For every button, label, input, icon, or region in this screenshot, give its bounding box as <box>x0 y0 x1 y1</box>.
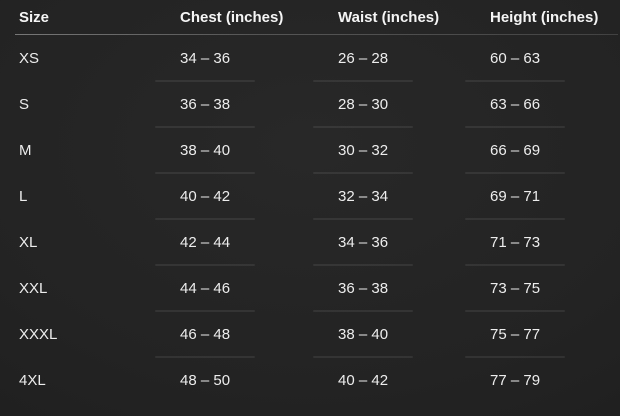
waist-cell: 30 – 32 <box>313 127 490 174</box>
table-row: XS 34 – 36 26 – 28 60 – 63 <box>0 35 620 82</box>
height-cell: 69 – 71 <box>465 173 620 220</box>
height-cell: 77 – 79 <box>490 371 541 389</box>
size-cell: S <box>19 95 30 113</box>
height-cell: 71 – 73 <box>465 219 620 266</box>
height-cell: 75 – 77 <box>465 311 620 358</box>
height-cell: 73 – 75 <box>465 265 620 312</box>
waist-cell: 38 – 40 <box>313 311 490 358</box>
chest-cell: 48 – 50 <box>180 371 231 389</box>
waist-cell: 26 – 28 <box>313 35 490 82</box>
waist-cell: 40 – 42 <box>338 371 389 389</box>
table-row: 4XL 48 – 50 40 – 42 77 – 79 <box>0 357 620 403</box>
waist-cell: 34 – 36 <box>313 219 490 266</box>
table-row: M 38 – 40 30 – 32 66 – 69 <box>0 127 620 174</box>
chest-cell: 34 – 36 <box>155 35 338 82</box>
table-row: L 40 – 42 32 – 34 69 – 71 <box>0 173 620 220</box>
column-header-height: Height (inches) <box>490 9 599 26</box>
waist-cell: 36 – 38 <box>313 265 490 312</box>
chest-cell: 36 – 38 <box>155 81 338 128</box>
waist-cell: 28 – 30 <box>313 81 490 128</box>
table-row: XXL 44 – 46 36 – 38 73 – 75 <box>0 265 620 312</box>
height-cell: 63 – 66 <box>465 81 620 128</box>
chest-cell: 38 – 40 <box>155 127 338 174</box>
chest-cell: 44 – 46 <box>155 265 338 312</box>
height-cell: 66 – 69 <box>465 127 620 174</box>
column-header-waist: Waist (inches) <box>338 9 440 26</box>
chest-cell: 42 – 44 <box>155 219 338 266</box>
table-row: XXXL 46 – 48 38 – 40 75 – 77 <box>0 311 620 358</box>
column-header-size: Size <box>19 9 50 26</box>
waist-cell: 32 – 34 <box>313 173 490 220</box>
size-cell: XXXL <box>19 325 58 343</box>
table-row: S 36 – 38 28 – 30 63 – 66 <box>0 81 620 128</box>
size-cell: XL <box>19 233 38 251</box>
size-cell: L <box>19 187 28 205</box>
size-cell: M <box>19 141 32 159</box>
column-header-chest: Chest (inches) <box>180 9 284 26</box>
chest-cell: 46 – 48 <box>155 311 338 358</box>
size-cell: XXL <box>19 279 48 297</box>
table-row: XL 42 – 44 34 – 36 71 – 73 <box>0 219 620 266</box>
table-header-row: Size Chest (inches) Waist (inches) Heigh… <box>0 0 620 35</box>
size-cell: XS <box>19 49 40 67</box>
chest-cell: 40 – 42 <box>155 173 338 220</box>
height-cell: 60 – 63 <box>465 35 620 82</box>
size-cell: 4XL <box>19 371 46 389</box>
